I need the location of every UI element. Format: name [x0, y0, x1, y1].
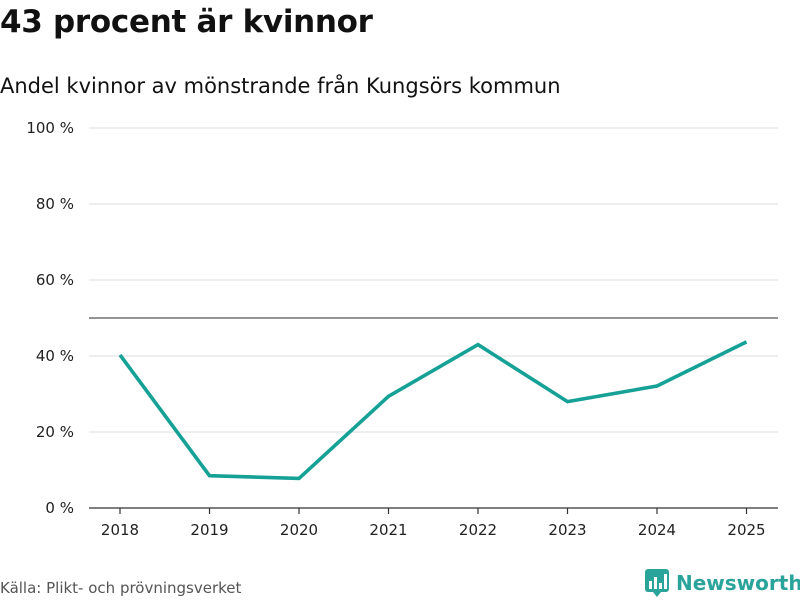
newsworthy-logo-icon [645, 569, 669, 597]
source-note: Källa: Plikt- och prövningsverket [0, 579, 242, 597]
brand-logo: Newsworthy [644, 568, 800, 598]
series-line [118, 340, 748, 481]
y-tick-label: 100 % [26, 119, 74, 137]
x-tick-label: 2021 [369, 521, 407, 539]
y-tick-label: 0 % [45, 499, 74, 517]
line-chart: 0 % 20 % 40 % 60 % 80 % 100 % 2018 2019 2020 202… [26, 119, 778, 539]
data-point-2020 [297, 476, 301, 480]
x-axis-ticks: 2018 2019 2020 2021 2022 2023 2024 2025 [101, 508, 766, 539]
y-tick-label: 80 % [36, 195, 74, 213]
data-point-2024 [655, 384, 659, 388]
data-point-2021 [387, 394, 391, 398]
x-tick-label: 2020 [280, 521, 318, 539]
x-tick-label: 2018 [101, 521, 139, 539]
data-point-2023 [566, 400, 570, 404]
data-point-2025 [745, 340, 749, 344]
data-point-2022 [476, 343, 480, 347]
gridlines [89, 127, 778, 433]
x-tick-label: 2022 [459, 521, 497, 539]
chart-title: 43 procent är kvinnor [0, 4, 373, 40]
x-tick-label: 2024 [638, 521, 676, 539]
y-axis-ticks: 0 % 20 % 40 % 60 % 80 % 100 % [26, 119, 74, 517]
chart-subtitle: Andel kvinnor av mönstrande från Kungsör… [0, 74, 561, 98]
y-tick-label: 20 % [36, 423, 74, 441]
x-tick-label: 2023 [548, 521, 586, 539]
series-layer [118, 340, 749, 481]
x-tick-label: 2025 [727, 521, 765, 539]
x-tick-label: 2019 [190, 521, 228, 539]
data-point-2018 [118, 353, 122, 357]
y-tick-label: 60 % [36, 271, 74, 289]
brand-name: Newsworthy [676, 571, 800, 595]
y-tick-label: 40 % [36, 347, 74, 365]
data-point-2019 [208, 474, 212, 478]
